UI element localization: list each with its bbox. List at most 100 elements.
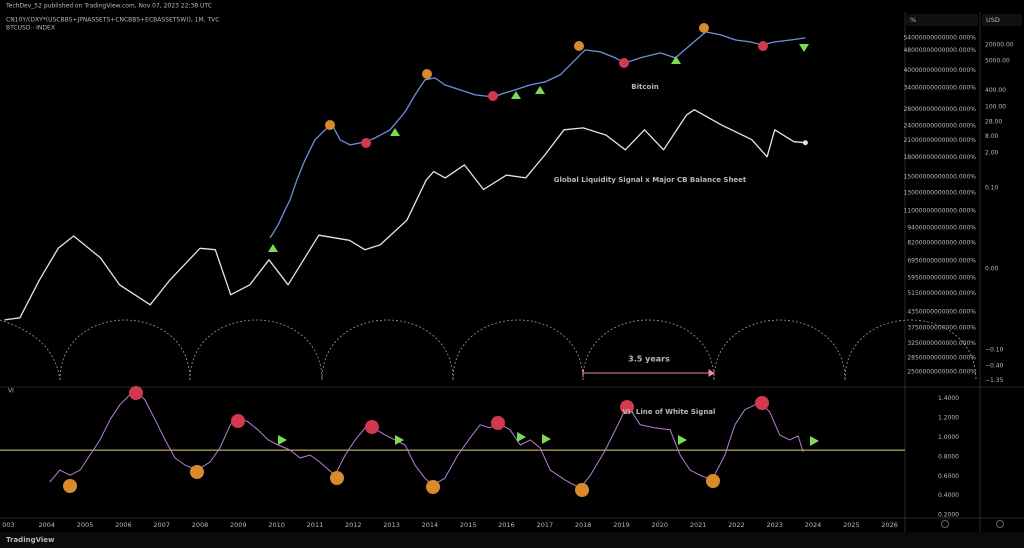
triangle: [517, 432, 526, 442]
x-tick-label: 2009: [230, 521, 247, 529]
triangle: [671, 56, 681, 64]
x-tick-label: 2010: [268, 521, 285, 529]
circle: [491, 416, 505, 430]
x-tick-label: 2022: [728, 521, 745, 529]
vi-tick-label: 0.4000: [938, 492, 959, 499]
buy-signals: [268, 44, 819, 446]
series-layer: [0, 31, 905, 489]
y-tick-label: 18000000000000.000%: [903, 154, 976, 161]
series-label: VI- Line of White Signal: [623, 408, 716, 416]
y2-tick-label: 2.00: [985, 149, 999, 156]
x-tick-label: 2023: [766, 521, 783, 529]
unit-box[interactable]: [982, 14, 1022, 26]
x-tick-label: 2006: [115, 521, 132, 529]
measure-arrow: [708, 369, 715, 377]
triangle: [395, 435, 404, 445]
circle: [426, 480, 440, 494]
axis-icon[interactable]: [996, 520, 1004, 528]
y-tick-label: 8200000000000.000%: [907, 239, 976, 246]
y2-tick-label: −0.10: [985, 346, 1004, 353]
y-tick-label: 5950000000000.000%: [907, 274, 976, 281]
series-line: [49, 391, 804, 489]
y-tick-label: 13000000000000.000%: [903, 189, 976, 196]
triangle: [390, 128, 400, 136]
triangle: [810, 436, 819, 446]
x-tick-label: 2016: [498, 521, 515, 529]
x-tick-label: 2021: [690, 521, 707, 529]
y-tick-label: 3750000000000.000%: [907, 324, 976, 331]
y2-tick-label: 5000.00: [985, 58, 1010, 65]
circle: [63, 479, 77, 493]
series-label: Bitcoin: [631, 83, 658, 91]
y2-tick-label: −0.40: [985, 363, 1004, 370]
x-tick-label: 2004: [38, 521, 55, 529]
footer-bar: [0, 532, 1024, 548]
triangle: [799, 44, 809, 52]
unit-box[interactable]: [906, 14, 978, 26]
publisher: TechDev_52 published on TradingView.com,…: [5, 3, 212, 10]
triangle: [542, 434, 551, 444]
y2-tick-label: 28.00: [985, 118, 1002, 125]
signal-markers: [63, 23, 819, 497]
vi-tick-label: 0.2000: [938, 512, 959, 519]
y2-tick-label: 20000.00: [985, 41, 1014, 48]
series-line: [4, 109, 806, 321]
y-tick-label: 2850000000000.000%: [907, 354, 976, 361]
y-tick-label: 11000000000000.000%: [903, 207, 976, 214]
triangle: [511, 91, 521, 99]
footer-brand[interactable]: TradingView: [6, 536, 55, 544]
y-tick-label: 28000000000000.000%: [903, 106, 976, 113]
cycle-signals: [63, 23, 720, 497]
vi-tick-label: 1.4000: [938, 395, 959, 402]
y-tick-label: 48000000000000.000%: [903, 47, 976, 54]
pane-label: VI: [8, 388, 14, 395]
y2-tick-label: 100.00: [985, 103, 1006, 110]
circle: [231, 414, 245, 428]
y2-tick-label: −1.35: [985, 377, 1004, 384]
x-tick-label: 2008: [192, 521, 209, 529]
overlay-symbol: BTCUSD · INDEX: [6, 25, 55, 32]
circle: [575, 483, 589, 497]
y2-tick-label: 400.00: [985, 87, 1006, 94]
circle: [361, 138, 371, 148]
triangle: [535, 86, 545, 94]
circle: [325, 120, 335, 130]
circle: [365, 420, 379, 434]
cycle-arc: [0, 319, 61, 381]
top-signals: [129, 41, 769, 434]
circle: [129, 386, 143, 400]
x-tick-label: 2017: [537, 521, 554, 529]
symbol: CN10Y/(DXY*(USCBBS+JPNASSETS+CNCBBS+ECBA…: [6, 17, 219, 24]
x-tick-label: 2025: [843, 521, 860, 529]
x-tick-label: 2011: [307, 521, 324, 529]
circle: [330, 471, 344, 485]
y-tick-label: 40000000000000.000%: [903, 67, 976, 74]
vi-tick-label: 0.8000: [938, 453, 959, 460]
x-tick-label: 2012: [345, 521, 362, 529]
vi-tick-label: 1.0000: [938, 434, 959, 441]
y2-tick-label: 0.10: [985, 184, 999, 191]
x-tick-label: 2026: [881, 521, 898, 529]
axis-icon[interactable]: [941, 520, 949, 528]
x-tick-label: 2005: [77, 521, 94, 529]
vi-tick-label: 1.2000: [938, 415, 959, 422]
y2-tick-label: 0.00: [985, 265, 999, 272]
y-unit: %: [910, 16, 916, 24]
y-tick-label: 21000000000000.000%: [903, 137, 976, 144]
circle: [574, 41, 584, 51]
y2-unit: USD: [986, 16, 1000, 24]
y-tick-label: 15000000000000.000%: [903, 174, 976, 181]
cycle-measure: [582, 369, 715, 377]
triangle: [278, 435, 287, 445]
last-point: [802, 140, 808, 146]
x-tick-label: 2024: [805, 521, 822, 529]
y-tick-label: 3250000000000.000%: [907, 340, 976, 347]
annotation: 3.5 years: [628, 355, 670, 364]
circle: [190, 465, 204, 479]
x-tick-label: 2018: [575, 521, 592, 529]
circle: [706, 474, 720, 488]
x-tick-label: 2015: [460, 521, 477, 529]
